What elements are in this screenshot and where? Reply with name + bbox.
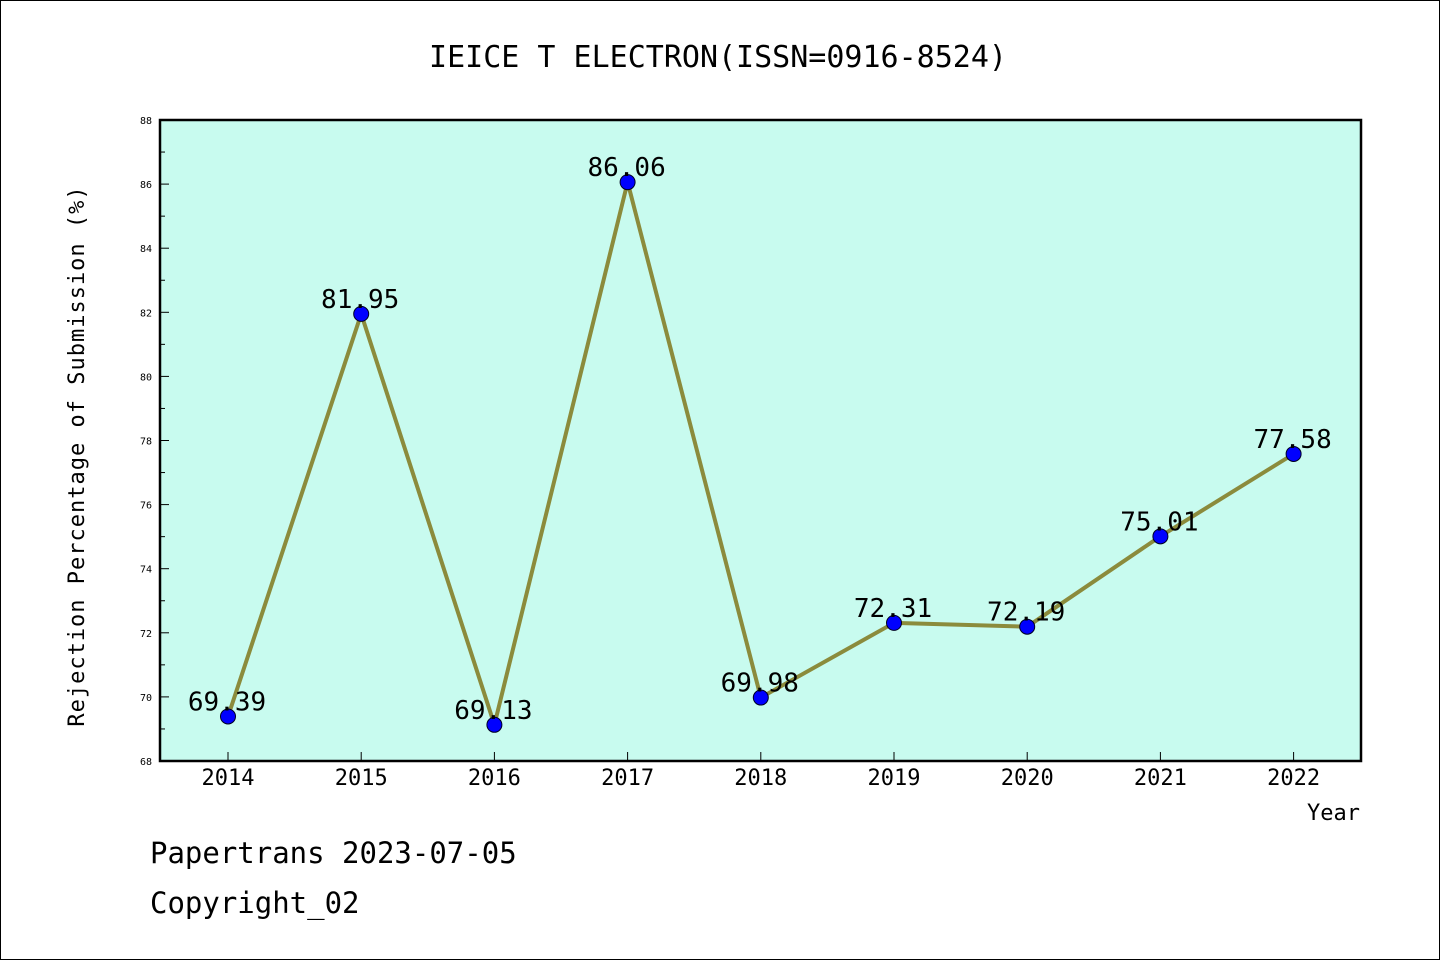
data-label: 72.19 <box>987 598 1065 628</box>
y-tick-label: 80 <box>140 372 152 383</box>
data-point <box>619 174 636 191</box>
x-tick-label: 2016 <box>468 766 521 791</box>
x-axis: 2014 2015 2016 2017 2018 2019 2020 2021 2022 <box>202 752 1320 791</box>
y-tick-label: 82 <box>140 308 152 319</box>
data-label: 81.95 <box>321 285 399 315</box>
data-label: 77.58 <box>1253 425 1331 455</box>
data-labels: 69.39 81.95 69.13 86.06 69.98 72.31 72.19 75.01… <box>188 153 1332 726</box>
chart-title: IEICE T ELECTRON(ISSN=0916-8524) <box>429 40 1007 75</box>
data-point <box>1152 528 1169 545</box>
y-tick-label: 84 <box>140 244 152 255</box>
data-point <box>1285 445 1302 462</box>
x-tick-label: 2022 <box>1267 766 1320 791</box>
data-point <box>1019 618 1036 635</box>
x-axis-title: Year <box>1307 801 1360 826</box>
data-label: 69.39 <box>188 687 266 717</box>
plot-area <box>158 118 1363 763</box>
x-tick-label: 2017 <box>601 766 654 791</box>
data-point <box>752 689 769 706</box>
y-axis: 68 70 72 74 76 78 80 82 84 86 88 <box>140 116 169 768</box>
y-tick-label: 86 <box>140 180 152 191</box>
series-markers <box>220 174 1302 733</box>
data-label: 75.01 <box>1120 507 1198 537</box>
data-label: 69.98 <box>721 669 799 699</box>
y-tick-label: 68 <box>140 757 152 768</box>
data-point <box>353 305 370 322</box>
y-tick-label: 72 <box>140 629 152 640</box>
data-label: 86.06 <box>587 153 665 183</box>
y-tick-label: 78 <box>140 437 152 448</box>
data-point <box>886 614 902 631</box>
x-tick-label: 2020 <box>1001 766 1054 791</box>
footer-copyright: Copyright_02 <box>150 886 360 920</box>
y-tick-label: 76 <box>140 501 152 512</box>
x-tick-label: 2021 <box>1134 766 1187 791</box>
y-tick-label: 88 <box>140 116 152 127</box>
x-tick-label: 2018 <box>734 766 787 791</box>
y-tick-label: 74 <box>140 565 152 576</box>
y-axis-title: Rejection Percentage of Submission (%) <box>65 185 90 726</box>
x-tick-label: 2015 <box>335 766 388 791</box>
data-point <box>486 716 503 733</box>
data-point <box>220 708 236 725</box>
footer-source: Papertrans 2023-07-05 <box>150 836 517 870</box>
y-tick-label: 70 <box>140 693 152 704</box>
data-label: 72.31 <box>854 594 932 624</box>
x-tick-label: 2014 <box>202 766 255 791</box>
x-tick-label: 2019 <box>868 766 921 791</box>
data-label: 69.13 <box>454 696 532 726</box>
